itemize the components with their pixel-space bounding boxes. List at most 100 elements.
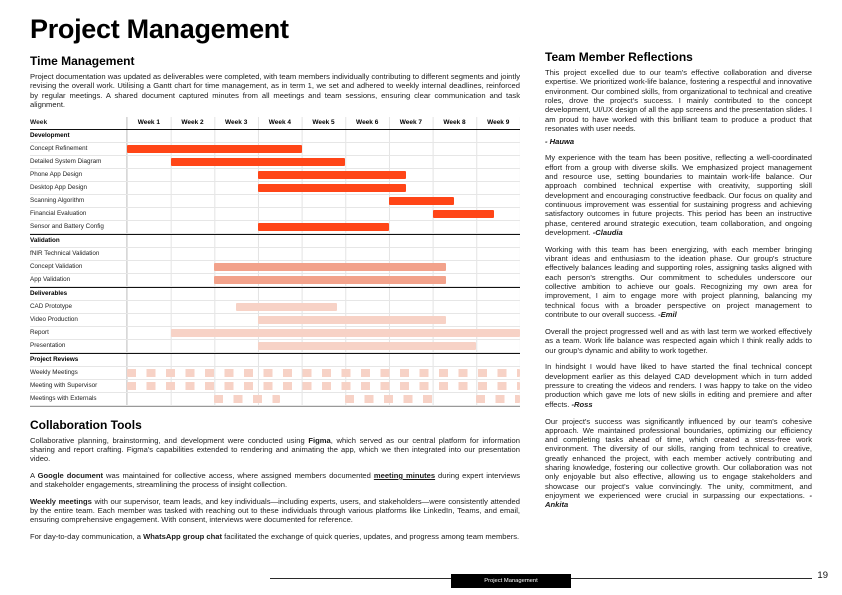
collaboration-paragraph: Weekly meetings with our supervisor, tea… — [30, 497, 520, 525]
gantt-row-label: Meetings with Externals — [30, 395, 97, 403]
text-segment: For day-to-day communication, a — [30, 531, 144, 541]
reflection-author: -Ross — [571, 399, 593, 409]
gantt-task-row: Phone App Design — [30, 168, 520, 182]
text-segment: Google document — [37, 470, 104, 480]
gantt-bar — [345, 394, 433, 403]
gantt-row-area — [126, 287, 520, 300]
gantt-bar — [236, 302, 337, 311]
gantt-section-row: Project Reviews — [30, 352, 520, 367]
gantt-row-area — [126, 353, 520, 366]
gantt-row-area — [126, 260, 520, 273]
page-number: 19 — [817, 570, 828, 581]
gantt-task-row: CAD Prototype — [30, 300, 520, 314]
gantt-row-label: Financial Evaluation — [30, 210, 87, 218]
gantt-task-row: Meeting with Supervisor — [30, 379, 520, 393]
gantt-section-row: Development — [30, 128, 520, 143]
gantt-week-header: Week 4 — [268, 119, 291, 127]
gantt-row-label: Sensor and Battery Config — [30, 223, 104, 231]
text-segment: WhatsApp group chat — [143, 531, 222, 541]
reflection-author: - Hauwa — [545, 136, 575, 146]
reflection-text: This project excelled due to our team's … — [545, 68, 812, 133]
footer-label: Project Management — [451, 574, 571, 588]
gantt-task-row: Presentation — [30, 339, 520, 353]
reflection-text: Overall the project progressed well and … — [545, 326, 812, 355]
gantt-header-week-label: Week — [30, 119, 48, 127]
gantt-row-label: Desktop App Design — [30, 184, 88, 192]
gantt-row-label: Project Reviews — [30, 356, 79, 364]
gantt-row-label: Video Production — [30, 316, 78, 324]
gantt-bar — [127, 381, 520, 390]
reflection-author: -Claudia — [592, 227, 623, 237]
gantt-bar — [214, 262, 446, 271]
gantt-row-area — [126, 220, 520, 233]
gantt-task-row: Concept Refinement — [30, 142, 520, 156]
gantt-chart: Week Week 1 Week 2 Week 3 Week 4 Week 5 Week 6… — [30, 116, 520, 407]
gantt-bar — [257, 341, 477, 350]
gantt-bar — [214, 394, 280, 403]
gantt-row-area — [126, 168, 520, 181]
gantt-row-label: Presentation — [30, 342, 66, 350]
collaboration-paragraph: Collaborative planning, brainstorming, a… — [30, 436, 520, 464]
gantt-row-label: Deliverables — [30, 290, 68, 298]
text-segment: meeting minutes — [373, 470, 436, 480]
gantt-row-area — [126, 234, 520, 247]
gantt-row-label: Validation — [30, 237, 60, 245]
reflection-author: -Emil — [658, 310, 677, 320]
gantt-week-header: Week 6 — [356, 119, 379, 127]
reflection-author: -Ankita — [545, 491, 812, 510]
gantt-task-row: Financial Evaluation — [30, 207, 520, 221]
reflection-text: In hindsight I would have liked to have … — [545, 362, 812, 409]
gantt-bar — [257, 183, 407, 192]
reflection-text: Working with this team has been energizi… — [545, 244, 812, 320]
gantt-row-area — [126, 300, 520, 313]
reflection-paragraph: My experience with the team has been pos… — [545, 153, 812, 237]
gantt-header-area: Week 1 Week 2 Week 3 Week 4 Week 5 Week 6 Week… — [126, 116, 520, 129]
gantt-row-area — [126, 194, 520, 207]
text-segment: A — [30, 470, 38, 480]
section-heading-collaboration-tools: Collaboration Tools — [30, 417, 142, 432]
gantt-task-row: Desktop App Design — [30, 181, 520, 195]
gantt-task-row: Sensor and Battery Config — [30, 220, 520, 234]
collaboration-paragraph: A Google document was maintained for col… — [30, 471, 520, 490]
reflection-paragraph: In hindsight I would have liked to have … — [545, 362, 812, 409]
gantt-week-header: Week 2 — [181, 119, 204, 127]
reflection-paragraph: Working with this team has been energizi… — [545, 245, 812, 320]
gantt-row-area — [126, 339, 520, 352]
section-heading-time-management: Time Management — [30, 54, 135, 68]
reflection-text: My experience with the team has been pos… — [545, 153, 812, 237]
gantt-row-area — [126, 366, 520, 379]
gantt-task-row: Scanning Algorithm — [30, 194, 520, 208]
gantt-row-label: Report — [30, 329, 49, 337]
gantt-row-label: Phone App Design — [30, 171, 83, 179]
text-segment: was maintained for collective access, wh… — [103, 470, 374, 480]
gantt-row-label: Development — [30, 132, 70, 140]
gantt-bar — [170, 328, 520, 337]
gantt-bar — [214, 275, 446, 284]
gantt-section-row: Validation — [30, 233, 520, 248]
gantt-task-row: Detailed System Diagram — [30, 155, 520, 169]
gantt-bar — [476, 394, 520, 403]
reflection-paragraph: This project excelled due to our team's … — [545, 68, 812, 133]
gantt-task-row: Video Production — [30, 313, 520, 327]
gantt-row-area — [126, 392, 520, 405]
gantt-bar — [432, 209, 494, 218]
page-title: Project Management — [30, 14, 289, 44]
gantt-task-row: Report — [30, 326, 520, 340]
time-management-body: Project documentation was updated as del… — [30, 72, 520, 110]
gantt-bar — [257, 315, 446, 324]
gantt-row-label: App Validation — [30, 276, 71, 284]
gantt-week-header: Week 7 — [399, 119, 423, 127]
collaboration-paragraph: For day-to-day communication, a WhatsApp… — [30, 532, 520, 541]
gantt-row-label: Concept Refinement — [30, 145, 88, 153]
gantt-row-label: CAD Prototype — [30, 303, 72, 311]
gantt-row-label: fNIR Technical Validation — [30, 250, 100, 258]
text-segment: facilitated the exchange of quick querie… — [222, 531, 520, 541]
gantt-week-header: Week 8 — [443, 119, 466, 127]
gantt-week-header: Week 5 — [312, 119, 335, 127]
gantt-row-label: Weekly Meetings — [30, 369, 78, 377]
right-column: Team Member Reflections This project exc… — [545, 50, 812, 517]
left-column: Project Management Time Management Proje… — [30, 14, 520, 548]
gantt-bar — [127, 368, 520, 377]
time-management-section: Time Management Project documentation wa… — [30, 54, 520, 110]
